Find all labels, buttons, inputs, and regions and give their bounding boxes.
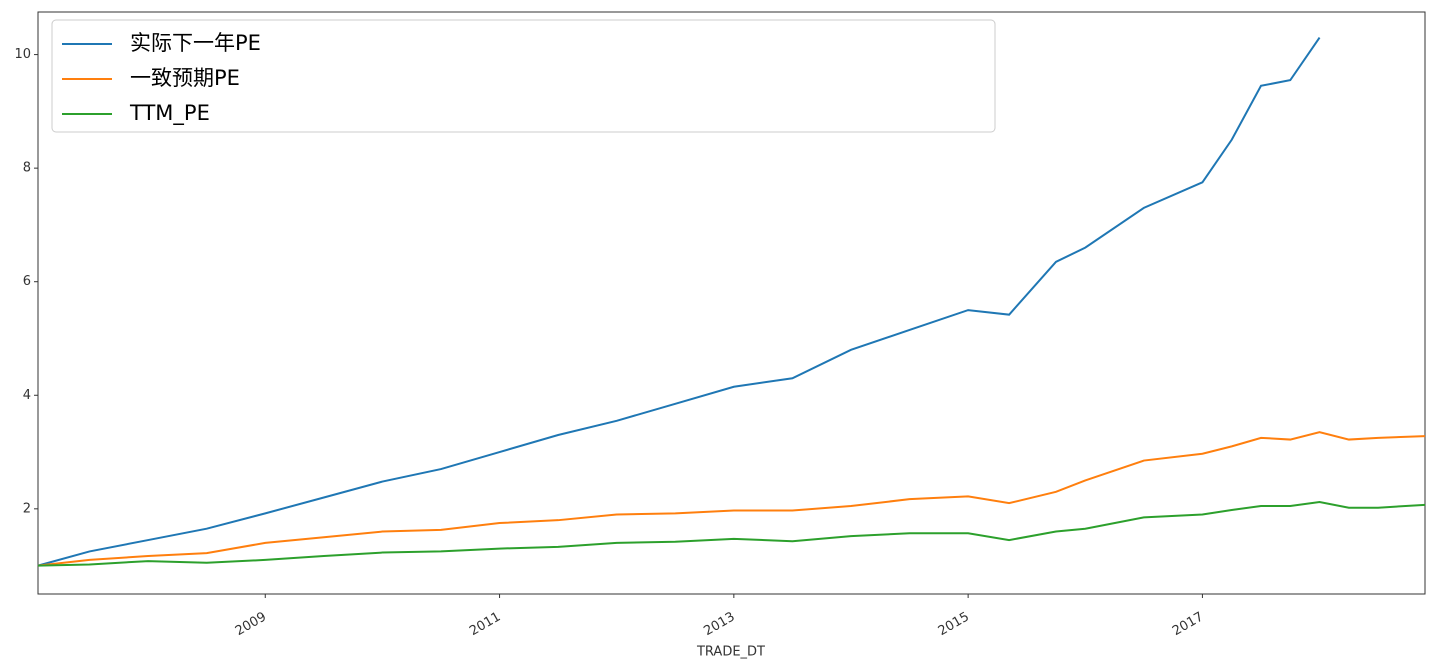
legend-label: 实际下一年PE xyxy=(130,31,261,55)
x-tick-label: 2009 xyxy=(233,610,269,640)
x-tick-label: 2013 xyxy=(701,610,737,640)
legend-box xyxy=(51,19,996,133)
x-tick-label: 2011 xyxy=(467,610,503,640)
y-tick-label: 6 xyxy=(23,274,31,289)
x-tick-label: 2017 xyxy=(1170,610,1206,640)
y-tick-label: 10 xyxy=(14,47,31,62)
legend-label: 一致预期PE xyxy=(130,66,240,90)
series-line xyxy=(37,431,1426,567)
series-line xyxy=(37,36,1321,567)
series-line xyxy=(37,501,1426,567)
plot-area xyxy=(37,11,1426,595)
x-axis-label: TRADE_DT xyxy=(696,645,765,660)
y-tick-label: 2 xyxy=(23,501,31,516)
x-tick-label: 2015 xyxy=(936,610,972,640)
legend-label: TTM_PE xyxy=(129,101,210,126)
y-tick-label: 8 xyxy=(23,161,31,176)
y-tick-label: 4 xyxy=(23,388,31,403)
